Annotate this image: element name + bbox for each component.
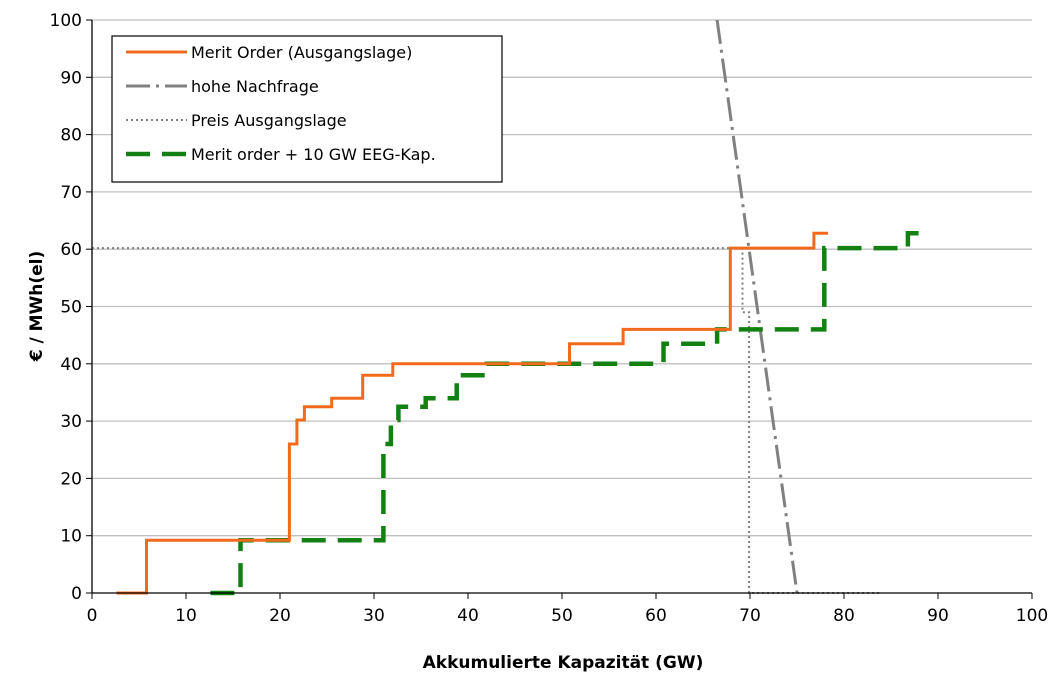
legend-label: Merit order + 10 GW EEG-Kap. [191,145,436,164]
x-tick-label: 20 [269,606,291,626]
x-tick-label: 50 [551,606,573,626]
y-tick-label: 40 [60,355,82,375]
x-tick-label: 0 [87,606,98,626]
legend-label: Preis Ausgangslage [191,111,347,130]
y-tick-label: 90 [60,68,82,88]
y-tick-label: 80 [60,126,82,146]
x-tick-label: 60 [645,606,667,626]
y-tick-label: 70 [60,183,82,203]
x-tick-label: 80 [833,606,855,626]
y-tick-label: 50 [60,298,82,318]
y-axis-title: € / MWh(el) [27,251,47,363]
y-tick-label: 10 [60,527,82,547]
legend-box [111,35,503,183]
series-layer [92,19,922,596]
x-tick-label: 100 [1016,606,1048,626]
x-tick-label: 90 [927,606,949,626]
legend-label: hohe Nachfrage [191,77,319,96]
y-tick-label: 0 [71,584,82,604]
series-line-3 [210,230,922,596]
x-tick-label: 10 [175,606,197,626]
x-tick-label: 40 [457,606,479,626]
series-line-0 [116,231,828,595]
y-tick-label: 30 [60,412,82,432]
legend-label: Merit Order (Ausgangslage) [191,43,412,62]
x-axis-title: Akkumulierte Kapazität (GW) [423,653,704,673]
y-tick-label: 20 [60,469,82,489]
legend: Merit Order (Ausgangslage) hohe Nachfrage… [111,35,503,183]
y-tick-label: 60 [60,240,82,260]
axes: 0 10 20 30 40 50 60 70 80 90 100 0 10 20 30 40 50 60 70 80 9… [50,11,1049,626]
y-tick-label: 100 [50,11,82,31]
gridlines [92,19,1032,537]
x-tick-label: 70 [739,606,761,626]
series-line-1 [715,19,799,594]
x-tick-label: 30 [363,606,385,626]
